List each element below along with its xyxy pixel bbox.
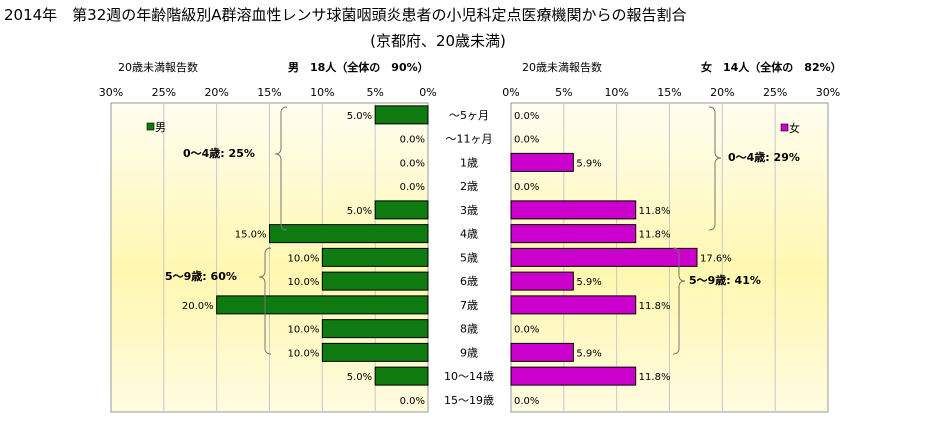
- male-bars: 5.0% 0.0% 0.0% 0.0% 5.0% 15.0% 10.0% 10.0% 20.0%…: [182, 105, 429, 407]
- male-group-annotation-5-9: 5～9歳: 60%: [165, 269, 237, 283]
- male-tick-label: 30%: [99, 86, 123, 99]
- male-header-total: 男 18人（全体の 90%）: [288, 60, 429, 74]
- age-category-label: 4歳: [460, 228, 478, 241]
- female-bar: [510, 200, 637, 220]
- male-data-label: 0.0%: [400, 396, 425, 407]
- female-bar: [510, 295, 637, 315]
- female-tick-label: 15%: [657, 86, 681, 99]
- male-tick-label: 10%: [310, 86, 334, 99]
- female-data-label: 11.8%: [639, 372, 671, 383]
- male-bar: [374, 366, 429, 386]
- male-group-annotation-0-4: 0～4歳: 25%: [183, 146, 255, 160]
- male-header-count-label: 20歳未満報告数: [118, 61, 198, 74]
- age-category-label: 7歳: [460, 299, 478, 312]
- female-data-label: 11.8%: [639, 206, 671, 217]
- male-tick-label: 25%: [152, 86, 176, 99]
- female-data-label: 5.9%: [576, 348, 601, 359]
- female-data-label: 0.0%: [514, 396, 539, 407]
- male-tick-label: 5%: [366, 86, 383, 99]
- age-category-label: 6歳: [460, 275, 478, 288]
- male-data-label: 5.0%: [347, 372, 372, 383]
- male-bar: [374, 105, 429, 125]
- female-data-label: 11.8%: [639, 301, 671, 312]
- male-tick-label: 0%: [419, 86, 436, 99]
- female-data-label: 17.6%: [700, 253, 732, 264]
- age-category-label: ～11ヶ月: [446, 133, 493, 146]
- male-data-label: 10.0%: [288, 325, 320, 336]
- age-category-label: ～5ヶ月: [449, 109, 489, 122]
- male-data-label: 10.0%: [288, 277, 320, 288]
- female-header-count-label: 20歳未満報告数: [522, 61, 602, 74]
- female-bracket-5-9: [672, 247, 686, 355]
- age-category-label: 10～14歳: [444, 370, 494, 383]
- female-bar: [510, 247, 698, 267]
- age-category-label: 8歳: [460, 323, 478, 336]
- female-legend-swatch: [780, 123, 789, 132]
- male-bracket-0-4: [274, 106, 288, 231]
- female-tick-label: 5%: [555, 86, 572, 99]
- male-data-label: 0.0%: [400, 182, 425, 193]
- female-bracket-0-4: [708, 106, 722, 231]
- female-tick-label: 20%: [710, 86, 734, 99]
- female-bar: [510, 366, 637, 386]
- male-bar: [216, 295, 429, 315]
- female-bar: [510, 224, 637, 244]
- female-bar: [510, 342, 574, 362]
- male-tick-label: 15%: [257, 86, 281, 99]
- chart-subtitle: (京都府、20歳未満): [370, 32, 506, 50]
- age-category-label: 15～19歳: [444, 394, 494, 407]
- age-category-label: 5歳: [460, 251, 478, 264]
- male-bracket-5-9: [258, 247, 272, 355]
- male-data-label: 0.0%: [400, 158, 425, 169]
- age-category-label: 9歳: [460, 346, 478, 359]
- male-legend-label: 男: [155, 121, 166, 134]
- female-tick-label: 10%: [604, 86, 628, 99]
- age-category-labels: ～5ヶ月 ～11ヶ月 1歳 2歳 3歳 4歳 5歳 6歳 7歳 8歳 9歳 10～14歳 15～19歳: [444, 109, 494, 407]
- female-data-label: 0.0%: [514, 135, 539, 146]
- female-bar: [510, 271, 574, 291]
- female-data-label: 0.0%: [514, 325, 539, 336]
- male-data-label: 10.0%: [288, 348, 320, 359]
- male-data-label: 0.0%: [400, 135, 425, 146]
- female-header-total: 女 14人（全体の 82%）: [701, 60, 842, 74]
- age-category-label: 2歳: [460, 180, 478, 193]
- female-group-annotation-5-9: 5～9歳: 41%: [689, 273, 761, 287]
- chart-title: 2014年 第32週の年齢階級別A群溶血性レンサ球菌咽頭炎患者の小児科定点医療機…: [4, 6, 687, 24]
- male-bar: [321, 271, 429, 291]
- male-bar: [374, 200, 429, 220]
- female-tick-label: 30%: [816, 86, 840, 99]
- male-data-label: 15.0%: [235, 230, 267, 241]
- female-tick-label: 0%: [502, 86, 519, 99]
- male-data-label: 5.0%: [347, 206, 372, 217]
- female-data-label: 0.0%: [514, 111, 539, 122]
- male-data-label: 10.0%: [288, 253, 320, 264]
- female-data-label: 11.8%: [639, 230, 671, 241]
- age-category-label: 3歳: [460, 204, 478, 217]
- female-tick-label: 25%: [763, 86, 787, 99]
- male-tick-label: 20%: [204, 86, 228, 99]
- female-bar: [510, 152, 574, 172]
- female-data-label: 5.9%: [576, 158, 601, 169]
- female-bars: 0.0% 0.0% 5.9% 0.0% 11.8% 11.8% 17.6% 5.9% 11.8%…: [510, 111, 732, 407]
- female-legend-label: 女: [789, 121, 800, 135]
- female-group-annotation-0-4: 0～4歳: 29%: [728, 150, 800, 164]
- female-legend: 女: [780, 121, 800, 135]
- male-data-label: 5.0%: [347, 111, 372, 122]
- male-axis-ticks: 30% 25% 20% 15% 10% 5% 0%: [99, 86, 437, 99]
- male-data-label: 20.0%: [182, 301, 214, 312]
- male-legend: 男: [146, 121, 166, 134]
- female-data-label: 5.9%: [576, 277, 601, 288]
- female-data-label: 0.0%: [514, 182, 539, 193]
- male-bar: [321, 342, 429, 362]
- male-bar: [269, 224, 429, 244]
- female-axis-ticks: 0% 5% 10% 15% 20% 25% 30%: [502, 86, 840, 99]
- male-bar: [321, 247, 429, 267]
- male-legend-swatch: [146, 122, 155, 131]
- male-bar: [321, 319, 429, 339]
- age-category-label: 1歳: [460, 156, 478, 169]
